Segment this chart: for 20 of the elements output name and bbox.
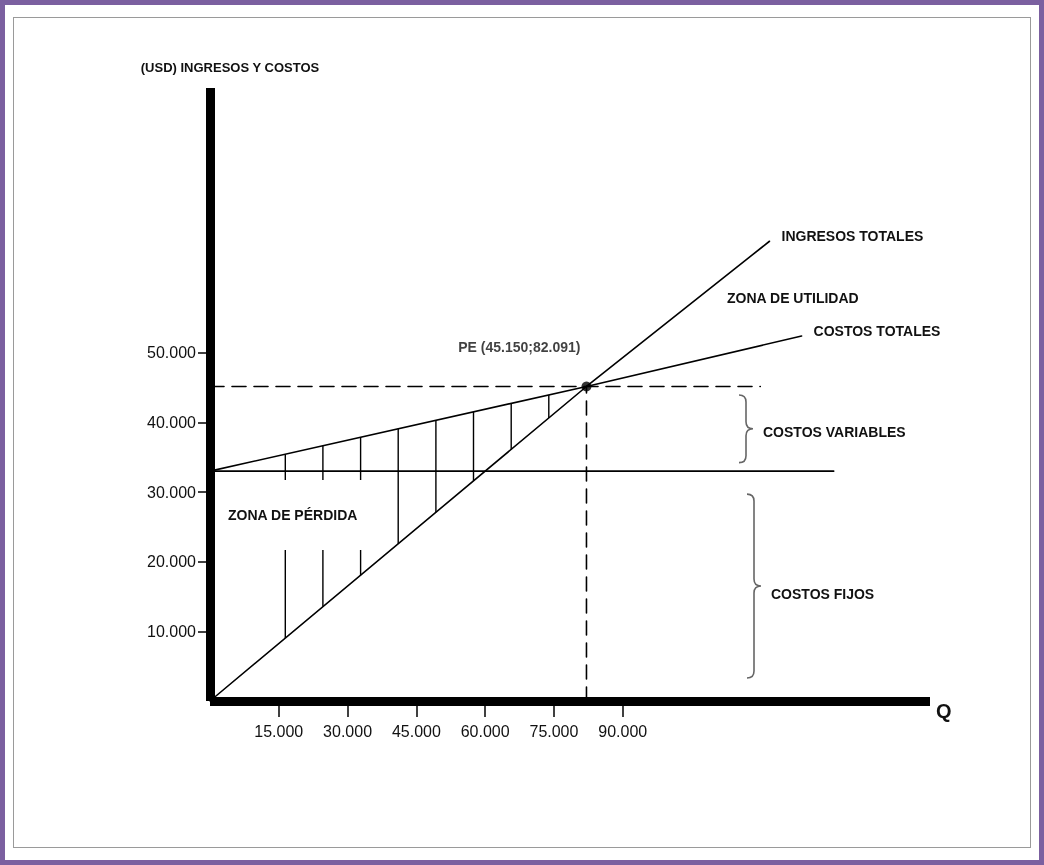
y-tick-label: 20.000 [147, 553, 197, 571]
y-tick-label: 10.000 [147, 622, 197, 640]
annotation: COSTOS VARIABLES [763, 424, 906, 440]
x-tick-label: 60.000 [460, 722, 510, 740]
x-tick-label: 90.000 [598, 722, 648, 740]
x-tick-label: 15.000 [254, 722, 304, 740]
x-tick-label: 30.000 [323, 722, 373, 740]
annotation: COSTOS FIJOS [771, 586, 875, 602]
x-tick-label: 45.000 [391, 722, 441, 740]
y-tick-label: 30.000 [147, 483, 197, 501]
data-label: PE (45.150;82.091) [458, 339, 581, 356]
annotation: ZONA DE UTILIDAD [727, 290, 859, 306]
y-axis-title: (USD) INGRESOS Y COSTOS [140, 60, 320, 75]
x-tick-label: 75.000 [529, 722, 579, 740]
x-axis-title: Q [936, 700, 952, 722]
series-label: COSTOS TOTALES [813, 322, 941, 339]
annotation: ZONA DE PÉRDIDA [228, 507, 358, 523]
y-tick-label: 40.000 [147, 413, 197, 431]
y-tick-label: 50.000 [147, 344, 197, 362]
series-label: INGRESOS TOTALES [781, 228, 924, 245]
